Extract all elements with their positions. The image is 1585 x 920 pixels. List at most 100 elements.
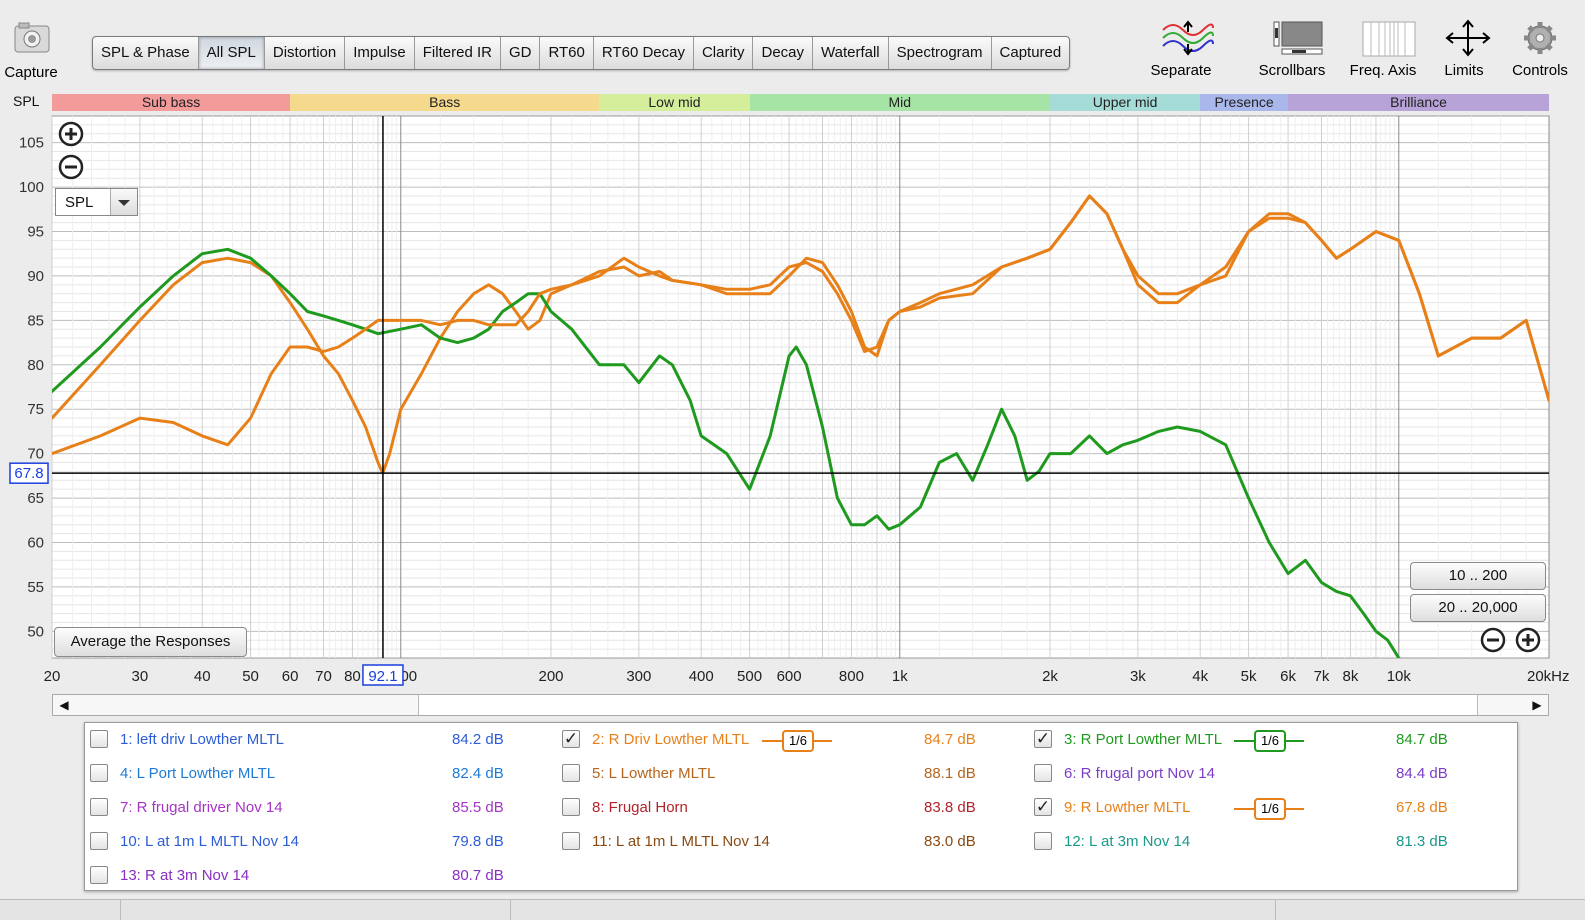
cursor-freq-box [362, 664, 404, 686]
x-tick-label: 8k [1343, 668, 1359, 685]
legend-item: ✓ 3: R Port Lowther MLTL 1/6 84.7 dB [1034, 729, 1494, 752]
measure-select[interactable]: SPL [55, 188, 138, 216]
tab-rt60[interactable]: RT60 [540, 37, 594, 69]
x-tick-label: 5k [1241, 668, 1257, 685]
legend-name[interactable]: 12: L at 3m Nov 14 [1064, 833, 1191, 850]
legend-checkbox[interactable] [90, 764, 108, 782]
separate-label: Separate [1150, 62, 1212, 79]
status-bar [0, 899, 1585, 920]
tab-decay[interactable]: Decay [753, 37, 814, 69]
x-tick-label: 800 [839, 668, 864, 685]
tab-filtered-ir[interactable]: Filtered IR [415, 37, 501, 69]
legend-name[interactable]: 7: R frugal driver Nov 14 [120, 799, 283, 816]
legend-name[interactable]: 4: L Port Lowther MLTL [120, 765, 276, 782]
limits-label: Limits [1444, 62, 1484, 79]
legend-name[interactable]: 3: R Port Lowther MLTL [1064, 731, 1223, 748]
x-tick-label: 3k [1130, 668, 1146, 685]
legend-item: 10: L at 1m L MLTL Nov 14 79.8 dB [90, 831, 550, 853]
scrollbar-thumb[interactable] [418, 695, 1478, 715]
legend-checkbox[interactable] [90, 866, 108, 884]
tab-gd[interactable]: GD [501, 37, 541, 69]
smoothing-indicator[interactable]: 1/6 [762, 730, 832, 752]
minus-circle-icon [58, 154, 84, 180]
tab-rt60-decay[interactable]: RT60 Decay [594, 37, 694, 69]
tab-distortion[interactable]: Distortion [265, 37, 346, 69]
x-tick-label: 80 [344, 668, 361, 685]
legend-checkbox[interactable] [562, 764, 580, 782]
legend-checkbox[interactable] [562, 798, 580, 816]
legend-name[interactable]: 8: Frugal Horn [592, 799, 688, 816]
smoothing-indicator[interactable]: 1/6 [1234, 798, 1304, 820]
smoothing-indicator[interactable]: 1/6 [1234, 730, 1304, 752]
legend-value: 79.8 dB [452, 833, 504, 850]
horizontal-scrollbar[interactable]: ◀ ▶ [52, 694, 1549, 716]
tab-impulse[interactable]: Impulse [345, 37, 415, 69]
scroll-left-arrow-icon[interactable]: ◀ [59, 698, 69, 712]
band-upper-mid: Upper mid [1050, 94, 1201, 111]
x-tick-label: 200 [538, 668, 563, 685]
x-tick-label: 7k [1314, 668, 1330, 685]
legend-checkbox[interactable] [90, 730, 108, 748]
band-low-mid: Low mid [599, 94, 750, 111]
y-tick-label: 85 [27, 312, 44, 329]
legend-checkbox[interactable]: ✓ [1034, 797, 1052, 816]
legend-name[interactable]: 2: R Driv Lowther MLTL [592, 731, 750, 748]
legend-checkbox[interactable] [1034, 832, 1052, 850]
spl-chart[interactable]: 105 100 95 90 85 80 75 70 65 60 55 50 20 30 40 50 60 70 80… [0, 111, 1585, 691]
x-tick-label: 600 [777, 668, 802, 685]
legend-checkbox[interactable]: ✓ [562, 729, 580, 748]
series-line-1 [52, 194, 1549, 475]
limits-arrows-icon [1440, 18, 1491, 62]
legend-name[interactable]: 11: L at 1m L MLTL Nov 14 [592, 833, 770, 850]
frequency-bands: Sub bass Bass Low mid Mid Upper mid Presence B… [52, 94, 1549, 111]
scrollbars-button[interactable]: Scrollbars [1252, 18, 1332, 79]
legend-name[interactable]: 13: R at 3m Nov 14 [120, 867, 250, 884]
band-sub-bass: Sub bass [52, 94, 291, 111]
scroll-right-arrow-icon[interactable]: ▶ [1532, 698, 1542, 712]
separate-button[interactable]: Separate [1146, 18, 1216, 79]
tab-waterfall[interactable]: Waterfall [813, 37, 889, 69]
y-tick-label: 90 [27, 268, 44, 285]
zoom-out-x-button[interactable] [1480, 627, 1506, 653]
legend-value: 84.7 dB [1396, 731, 1448, 748]
band-bass: Bass [290, 94, 600, 111]
legend-checkbox[interactable] [90, 798, 108, 816]
legend-name[interactable]: 1: left driv Lowther MLTL [120, 731, 284, 748]
legend-name[interactable]: 6: R frugal port Nov 14 [1064, 765, 1215, 782]
legend-name[interactable]: 9: R Lowther MLTL [1064, 799, 1191, 816]
smoothing-value: 1/6 [1254, 798, 1286, 820]
tab-spl-phase[interactable]: SPL & Phase [93, 37, 199, 69]
legend-name[interactable]: 5: L Lowther MLTL [592, 765, 716, 782]
legend-checkbox[interactable] [562, 832, 580, 850]
average-responses-button[interactable]: Average the Responses [54, 627, 247, 657]
x-tick-label: 400 [689, 668, 714, 685]
legend-item: 7: R frugal driver Nov 14 85.5 dB [90, 797, 550, 819]
cursor-spl-label: 67.8 [14, 465, 43, 482]
cursor-freq-label: 92.1 [368, 668, 397, 685]
legend-value: 81.3 dB [1396, 833, 1448, 850]
tab-captured[interactable]: Captured [999, 44, 1062, 61]
zoom-in-y-button[interactable] [58, 121, 84, 147]
y-tick-label: 100 [19, 179, 44, 196]
capture-button[interactable]: Capture [2, 20, 60, 81]
controls-label: Controls [1512, 62, 1568, 79]
controls-button[interactable]: Controls [1505, 18, 1575, 79]
legend-checkbox[interactable]: ✓ [1034, 729, 1052, 748]
legend-checkbox[interactable] [90, 832, 108, 850]
tab-spectrogram[interactable]: Spectrogram [889, 37, 992, 69]
measurement-legend: 1: left driv Lowther MLTL 84.2 dB ✓ 2: R Dr… [84, 722, 1518, 891]
freq-axis-button[interactable]: Freq. Axis [1343, 18, 1423, 79]
legend-checkbox[interactable] [1034, 764, 1052, 782]
zoom-in-x-button[interactable] [1515, 627, 1541, 653]
tab-all-spl[interactable]: All SPL [198, 37, 265, 69]
range-20-20000-button[interactable]: 20 .. 20,000 [1410, 594, 1546, 622]
limits-button[interactable]: Limits [1432, 18, 1496, 79]
legend-value: 85.5 dB [452, 799, 504, 816]
tab-clarity[interactable]: Clarity [694, 37, 754, 69]
legend-value: 84.2 dB [452, 731, 504, 748]
scrollbars-label: Scrollbars [1258, 62, 1326, 79]
legend-name[interactable]: 10: L at 1m L MLTL Nov 14 [120, 833, 299, 850]
y-tick-label: 75 [27, 401, 44, 418]
zoom-out-y-button[interactable] [58, 154, 84, 180]
range-10-200-button[interactable]: 10 .. 200 [1410, 562, 1546, 590]
